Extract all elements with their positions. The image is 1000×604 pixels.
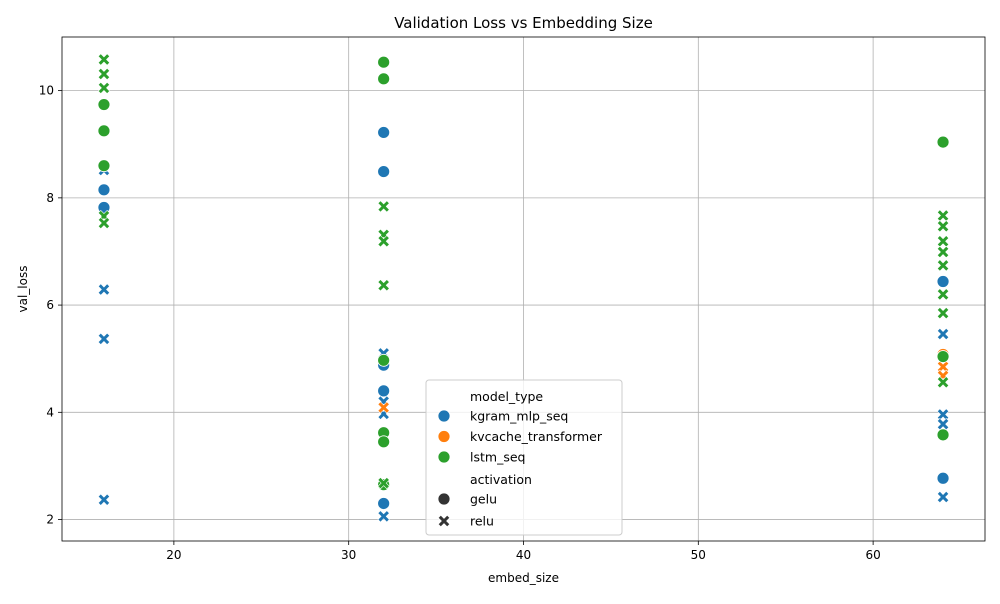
legend-label-lstm_seq: lstm_seq [470, 450, 525, 465]
y-tick-label: 4 [46, 405, 54, 419]
data-point-lstm_seq-relu [97, 81, 111, 95]
x-tick-label: 30 [341, 548, 356, 562]
data-point-lstm_seq-gelu [936, 428, 950, 442]
legend-hue-entries: kgram_mlp_seq kvcache_transformer lstm_seq [437, 409, 603, 465]
y-tick-label: 6 [46, 298, 54, 312]
data-point-lstm_seq-relu [936, 209, 950, 222]
data-point-lstm_seq-relu [936, 245, 950, 259]
data-point-lstm_seq-gelu [936, 135, 950, 149]
data-point-kgram_mlp_seq-relu [97, 493, 111, 506]
data-point-kgram_mlp_seq-relu [936, 490, 950, 504]
data-point-kgram_mlp_seq-relu [936, 327, 950, 341]
data-point-lstm_seq-gelu [936, 350, 950, 363]
data-point-lstm_seq-relu [936, 235, 950, 248]
data-point-kgram_mlp_seq-gelu [936, 471, 950, 485]
y-axis-label: val_loss [16, 266, 30, 313]
data-point-lstm_seq-relu [377, 200, 390, 213]
legend-hue-title: model_type [470, 389, 543, 404]
data-point-lstm_seq-relu [936, 307, 950, 320]
data-point-kgram_mlp_seq-gelu [377, 497, 391, 510]
data-point-lstm_seq-gelu [97, 98, 111, 111]
legend-box [425, 379, 623, 536]
data-point-kgram_mlp_seq-relu [936, 408, 950, 421]
data-point-lstm_seq-gelu [377, 435, 391, 449]
x-axis-label: embed_size [488, 571, 559, 585]
x-tick-label: 50 [691, 548, 706, 562]
points-layer [97, 53, 950, 523]
legend-label-gelu: gelu [470, 492, 497, 507]
data-point-lstm_seq-gelu [377, 353, 391, 367]
data-point-lstm_seq-relu [936, 376, 950, 389]
legend-style-title: activation [470, 472, 532, 487]
data-point-kgram_mlp_seq-gelu [377, 126, 391, 139]
data-point-lstm_seq-relu [97, 216, 111, 230]
data-point-lstm_seq-gelu [377, 55, 391, 69]
data-point-lstm_seq-relu [377, 279, 390, 292]
data-point-kgram_mlp_seq-gelu [377, 384, 391, 398]
data-point-lstm_seq-gelu [97, 159, 111, 173]
data-point-lstm_seq-relu [936, 259, 950, 272]
legend-marker-kvcache_transformer [437, 430, 451, 443]
data-point-kgram_mlp_seq-gelu [936, 275, 950, 288]
y-tick-label: 10 [39, 84, 54, 98]
legend-marker-gelu [437, 492, 451, 506]
legend-style-entries: gelu relu [437, 492, 497, 529]
data-point-kgram_mlp_seq-relu [97, 332, 111, 345]
legend: model_type kgram_mlp_seq kvcache_transfor… [425, 379, 623, 536]
data-point-kgram_mlp_seq-relu [936, 417, 950, 431]
data-point-lstm_seq-relu [377, 476, 390, 490]
data-point-lstm_seq-relu [936, 288, 950, 301]
data-point-kgram_mlp_seq-relu [377, 510, 390, 523]
data-point-kgram_mlp_seq-relu [97, 283, 111, 296]
legend-label-kvcache_transformer: kvcache_transformer [470, 429, 603, 444]
data-point-kgram_mlp_seq-gelu [377, 165, 391, 178]
legend-marker-relu [437, 514, 451, 528]
data-point-lstm_seq-relu [97, 67, 111, 81]
y-tick-label: 8 [46, 191, 54, 205]
data-point-lstm_seq-relu [936, 220, 950, 233]
x-tick-label: 20 [166, 548, 181, 562]
data-point-lstm_seq-gelu [377, 72, 391, 86]
data-point-lstm_seq-relu [97, 53, 111, 66]
data-point-kvcache_transformer-relu [936, 360, 950, 373]
y-tick-label: 2 [46, 513, 54, 527]
x-tick-label: 40 [516, 548, 531, 562]
legend-label-kgram_mlp_seq: kgram_mlp_seq [470, 409, 568, 424]
x-tick-label: 60 [865, 548, 880, 562]
legend-marker-kgram_mlp_seq [437, 409, 451, 423]
data-point-kvcache_transformer-relu [377, 401, 390, 414]
ticks-layer: 20 30 40 50 60 2 4 6 8 10 [39, 84, 881, 562]
chart-title: Validation Loss vs Embedding Size [394, 14, 653, 32]
data-point-kgram_mlp_seq-gelu [97, 183, 111, 197]
legend-label-relu: relu [470, 514, 494, 529]
data-point-lstm_seq-gelu [97, 124, 111, 138]
data-point-lstm_seq-relu [377, 235, 390, 248]
legend-marker-lstm_seq [437, 450, 451, 464]
